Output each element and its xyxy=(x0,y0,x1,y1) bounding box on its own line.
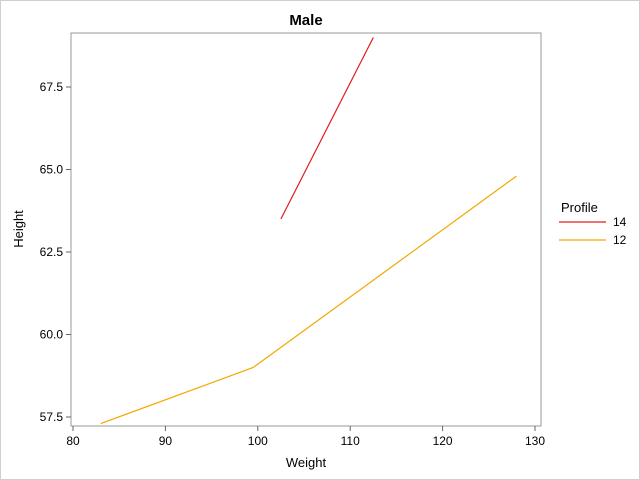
plot-area xyxy=(70,32,542,427)
y-axis-label: Height xyxy=(11,210,26,248)
y-axis: 57.5 60.0 62.5 65.0 67.5 xyxy=(40,80,71,424)
series-line-14 xyxy=(280,37,374,220)
series-group xyxy=(100,37,517,425)
legend-title: Profile xyxy=(561,200,598,215)
x-tick-label: 130 xyxy=(525,434,545,448)
x-tick-label: 80 xyxy=(66,434,80,448)
y-tick-label: 67.5 xyxy=(40,80,64,94)
y-tick-label: 62.5 xyxy=(40,245,64,259)
chart-title: Male xyxy=(289,12,322,29)
x-tick-label: 90 xyxy=(159,434,173,448)
y-tick-label: 57.5 xyxy=(40,410,64,424)
x-axis: 80 90 100 110 120 130 xyxy=(66,426,545,448)
x-tick-label: 110 xyxy=(341,434,360,448)
legend-label-14: 14 xyxy=(613,215,627,229)
x-tick-label: 100 xyxy=(248,434,268,448)
x-axis-label: Weight xyxy=(286,455,327,470)
series-line-12 xyxy=(100,175,517,425)
y-tick-label: 65.0 xyxy=(40,163,64,177)
y-tick-label: 60.0 xyxy=(40,328,64,342)
legend-label-12: 12 xyxy=(613,233,627,247)
x-tick-label: 120 xyxy=(433,434,453,448)
